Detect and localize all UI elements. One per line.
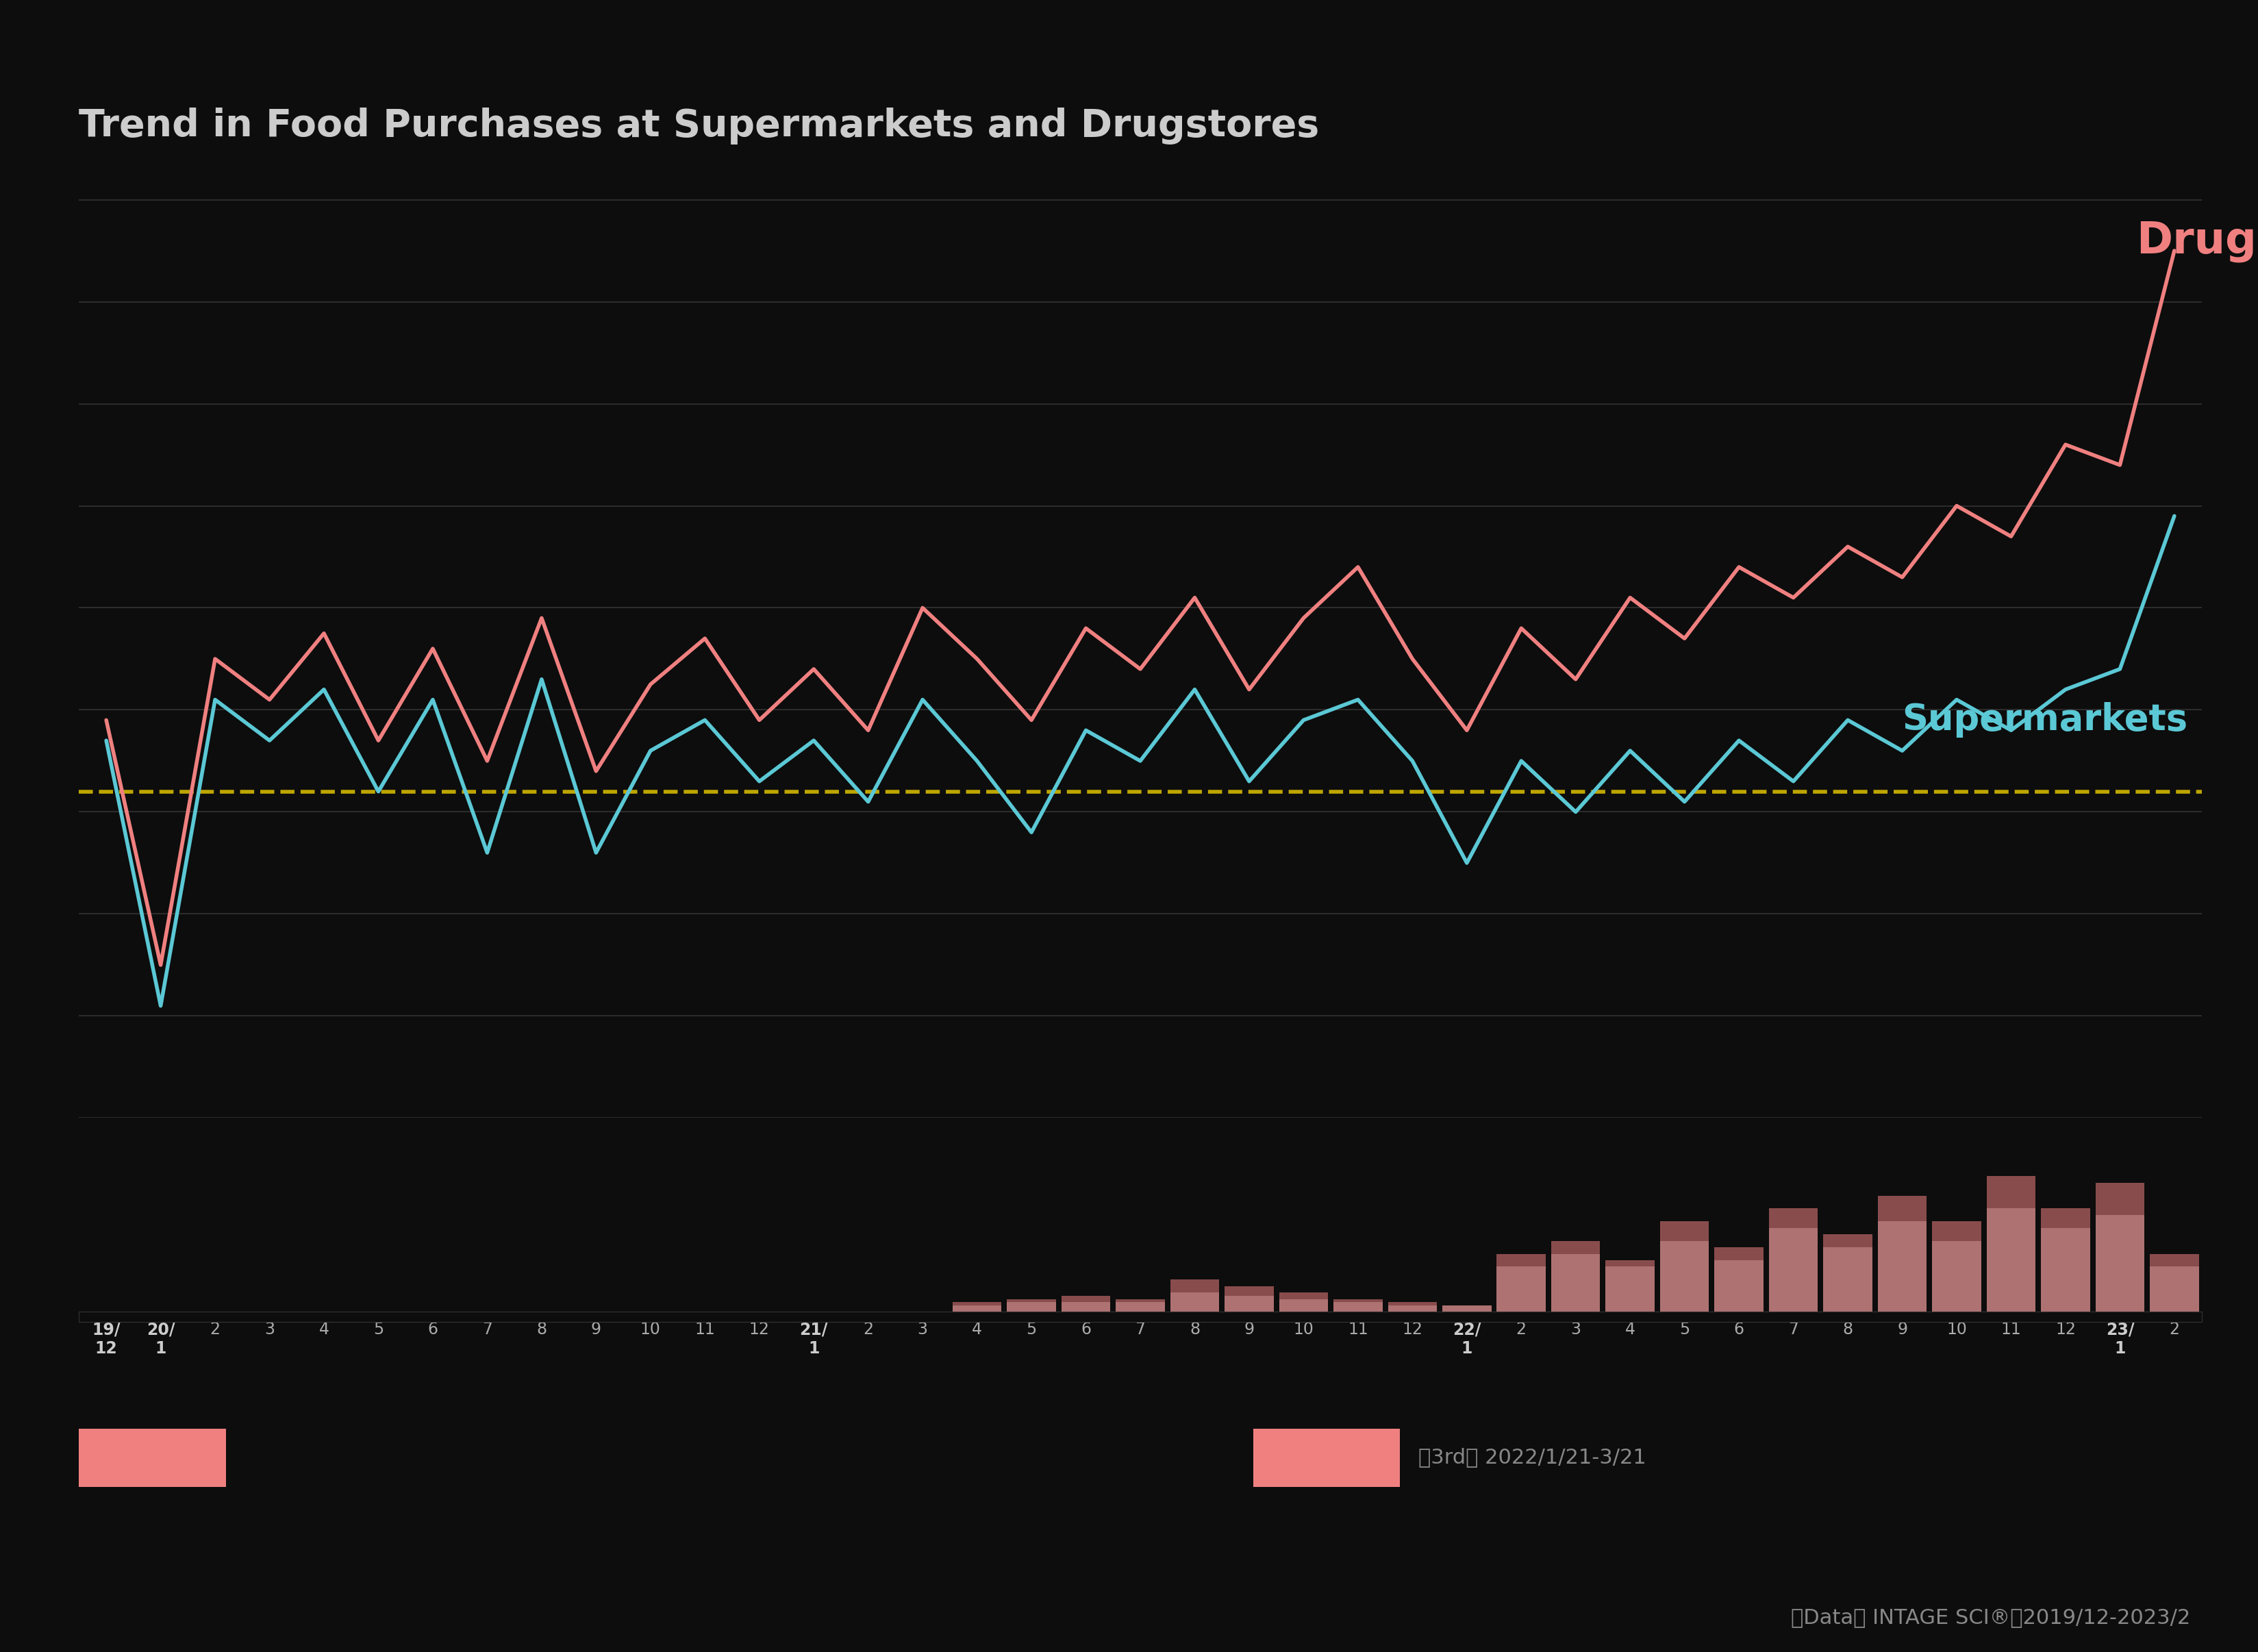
Bar <box>1389 1302 1436 1312</box>
Bar <box>1443 1305 1490 1312</box>
Bar <box>1061 1295 1111 1312</box>
Bar <box>1278 1292 1328 1312</box>
Bar <box>2150 1267 2199 1312</box>
Bar <box>1443 1305 1490 1312</box>
Bar <box>1605 1267 1655 1312</box>
Bar <box>1061 1302 1111 1312</box>
Bar <box>1007 1298 1057 1312</box>
Bar <box>1334 1298 1382 1312</box>
Bar <box>1551 1254 1601 1312</box>
Bar <box>1933 1221 1980 1312</box>
Text: Drugstores: Drugstores <box>2136 220 2258 263</box>
Bar <box>2095 1214 2145 1312</box>
Bar <box>1605 1260 1655 1312</box>
Bar <box>1278 1298 1328 1312</box>
Text: Supermarkets: Supermarkets <box>1901 702 2188 738</box>
Bar <box>1933 1241 1980 1312</box>
Bar <box>953 1302 1003 1312</box>
Bar <box>1170 1280 1219 1312</box>
Text: 【3rd】 2022/1/21-3/21: 【3rd】 2022/1/21-3/21 <box>1418 1447 1646 1467</box>
Bar <box>1660 1241 1709 1312</box>
Bar <box>1224 1285 1274 1312</box>
Bar <box>1497 1254 1547 1312</box>
Bar <box>1987 1209 2034 1312</box>
Bar <box>1714 1260 1763 1312</box>
Bar <box>1007 1302 1057 1312</box>
Bar <box>1768 1209 1818 1312</box>
Bar <box>1115 1302 1165 1312</box>
Bar <box>1660 1221 1709 1312</box>
Bar <box>953 1305 1003 1312</box>
Bar <box>1551 1241 1601 1312</box>
Bar <box>1170 1292 1219 1312</box>
Bar <box>1822 1247 1872 1312</box>
Bar <box>2041 1209 2091 1312</box>
Bar <box>2095 1183 2145 1312</box>
Bar <box>1987 1176 2034 1312</box>
Bar <box>1879 1196 1926 1312</box>
Bar <box>1768 1227 1818 1312</box>
Bar <box>1822 1234 1872 1312</box>
Bar <box>1389 1305 1436 1312</box>
Bar <box>1497 1267 1547 1312</box>
Bar <box>1115 1298 1165 1312</box>
Bar <box>1334 1302 1382 1312</box>
Bar <box>1879 1221 1926 1312</box>
Bar <box>1224 1295 1274 1312</box>
Bar <box>2041 1227 2091 1312</box>
Bar <box>2150 1254 2199 1312</box>
Text: 【Data】 INTAGE SCI®　2019/12-2023/2: 【Data】 INTAGE SCI® 2019/12-2023/2 <box>1791 1607 2190 1627</box>
Bar <box>1714 1247 1763 1312</box>
Text: Trend in Food Purchases at Supermarkets and Drugstores: Trend in Food Purchases at Supermarkets … <box>79 107 1319 144</box>
